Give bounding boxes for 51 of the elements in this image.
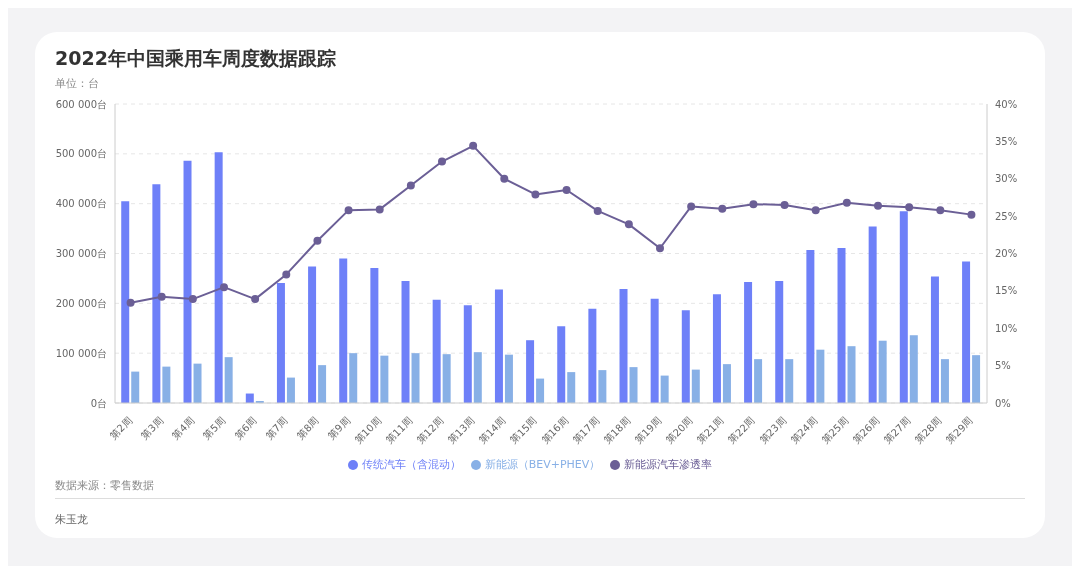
x-tick-label: 第25周 <box>819 414 851 446</box>
x-tick-label: 第24周 <box>788 414 820 446</box>
x-tick-label: 第14周 <box>476 414 508 446</box>
x-tick-label: 第19周 <box>632 414 664 446</box>
x-tick-label: 第2周 <box>107 414 135 442</box>
y-tick-label: 500 000台 <box>55 148 107 160</box>
x-tick-label: 第13周 <box>445 414 477 446</box>
text: 朱玉龙 <box>55 512 88 527</box>
y2-tick-label: 15% <box>995 285 1018 297</box>
x-tick-label: 第18周 <box>601 414 633 446</box>
y-tick-label: 400 000台 <box>55 198 107 210</box>
chart-subtitle: 单位：台 <box>55 76 99 91</box>
x-tick-label: 第9周 <box>325 414 353 442</box>
x-tick-label: 第27周 <box>881 414 913 446</box>
x-tick-label: 第23周 <box>757 414 789 446</box>
x-tick-label: 第16周 <box>539 414 571 446</box>
x-tick-label: 第15周 <box>508 414 539 446</box>
x-tick-label: 第12周 <box>414 414 446 446</box>
y-tick-label: 100 000台 <box>55 347 107 359</box>
y-tick-label: 300 000台 <box>55 248 107 260</box>
y-tick-label: 0台 <box>90 397 107 409</box>
x-tick-label: 第7周 <box>263 414 290 442</box>
x-tick-label: 第8周 <box>294 414 321 442</box>
legend-label: 新能源（BEV+PHEV） <box>484 458 601 471</box>
x-tick-label: 第3周 <box>138 414 166 442</box>
y2-tick-label: 30% <box>995 173 1018 185</box>
x-tick-label: 第10周 <box>352 414 384 446</box>
source-note: 数据来源：零售数据 <box>55 478 154 493</box>
legend-label: 传统汽车（含混动） <box>361 458 461 471</box>
y2-tick-label: 20% <box>995 248 1018 260</box>
x-tick-label: 第28周 <box>912 414 944 446</box>
y2-tick-label: 0% <box>995 397 1011 409</box>
x-tick-label: 第26周 <box>850 414 882 446</box>
y-tick-label: 600 000台 <box>55 98 107 110</box>
x-tick-label: 第5周 <box>201 414 228 442</box>
y2-tick-label: 40% <box>995 98 1018 110</box>
x-tick-label: 第29周 <box>944 414 975 446</box>
x-tick-label: 第11周 <box>383 414 415 446</box>
x-tick-label: 第6周 <box>232 414 259 442</box>
chart-title: 2022年中国乘用车周度数据跟踪 <box>55 46 336 71</box>
x-tick-label: 第17周 <box>570 414 602 446</box>
y2-tick-label: 10% <box>995 322 1018 334</box>
y2-tick-label: 35% <box>995 135 1018 147</box>
y2-tick-label: 5% <box>995 360 1011 372</box>
legend-label: 新能源汽车渗透率 <box>624 458 713 471</box>
y-tick-label: 200 000台 <box>55 297 107 309</box>
x-tick-label: 第21周 <box>694 414 726 446</box>
x-tick-label: 第20周 <box>663 414 695 446</box>
y2-tick-label: 25% <box>995 210 1018 222</box>
x-tick-label: 第22周 <box>726 414 757 446</box>
x-tick-label: 第4周 <box>169 414 197 442</box>
